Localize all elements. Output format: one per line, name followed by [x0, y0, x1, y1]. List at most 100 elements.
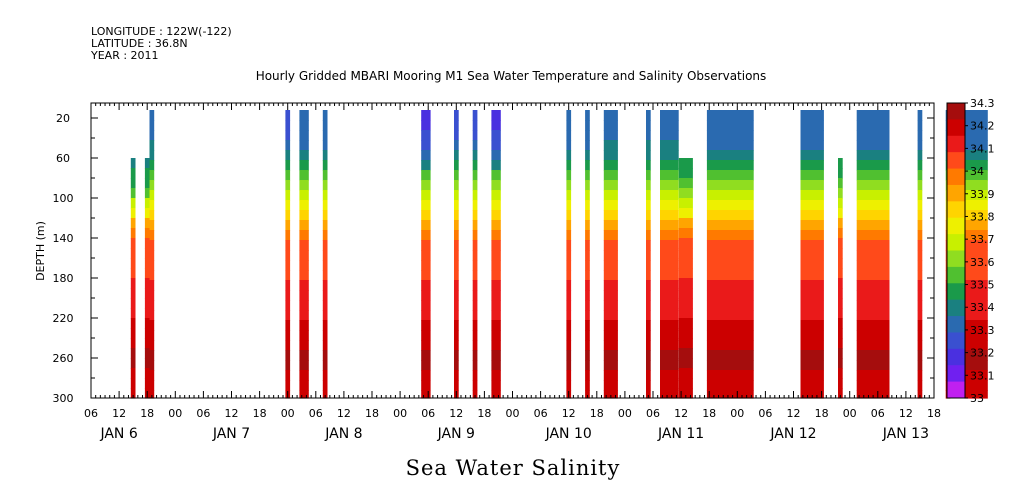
salinity-cell	[322, 140, 328, 151]
salinity-cell	[964, 320, 988, 331]
salinity-cell	[285, 310, 291, 321]
x-day-label: JAN 9	[437, 426, 475, 442]
salinity-cell	[706, 190, 754, 201]
salinity-cell	[491, 340, 501, 351]
salinity-cell	[144, 168, 150, 179]
salinity-cell	[299, 360, 309, 371]
salinity-cell	[678, 328, 693, 339]
salinity-cell	[838, 248, 843, 259]
salinity-cell	[856, 300, 890, 311]
salinity-cell	[491, 350, 501, 361]
salinity-cell	[646, 230, 651, 241]
salinity-cell	[322, 170, 328, 181]
salinity-cell	[678, 378, 693, 389]
salinity-cell	[285, 280, 291, 291]
salinity-cell	[454, 260, 459, 271]
y-tick-label: 100	[53, 192, 74, 205]
colorbar-swatch	[947, 119, 965, 137]
salinity-cell	[706, 250, 754, 261]
salinity-cell	[421, 240, 431, 251]
salinity-cell	[917, 310, 923, 321]
salinity-cell	[472, 280, 478, 291]
salinity-cell	[421, 320, 431, 331]
salinity-cell	[964, 350, 988, 361]
y-axis-label: DEPTH (m)	[34, 221, 47, 281]
x-hour-label: 06	[758, 407, 772, 420]
x-hour-label: 06	[196, 407, 210, 420]
salinity-cell	[454, 120, 459, 131]
salinity-cell	[144, 288, 150, 299]
salinity-cell	[603, 350, 618, 361]
salinity-cell	[130, 338, 136, 349]
salinity-cell	[130, 228, 136, 239]
salinity-cell	[603, 370, 618, 381]
salinity-cell	[421, 150, 431, 161]
salinity-cell	[838, 308, 843, 319]
salinity-cell	[800, 250, 824, 261]
salinity-cell	[856, 210, 890, 221]
salinity-cell	[660, 330, 679, 341]
salinity-cell	[285, 290, 291, 301]
salinity-cell	[646, 140, 651, 151]
salinity-cell	[149, 260, 155, 271]
salinity-cell	[706, 210, 754, 221]
salinity-cell	[917, 170, 923, 181]
salinity-cell	[660, 190, 679, 201]
salinity-cell	[322, 200, 328, 211]
salinity-cell	[491, 200, 501, 211]
salinity-cell	[130, 298, 136, 309]
salinity-cell	[322, 220, 328, 231]
salinity-cell	[856, 130, 890, 141]
salinity-cell	[285, 340, 291, 351]
salinity-cell	[706, 270, 754, 281]
salinity-cell	[646, 310, 651, 321]
salinity-cell	[838, 198, 843, 209]
salinity-cell	[646, 270, 651, 281]
y-axis: 20 60 100 140 180 220 260 300	[53, 112, 934, 405]
salinity-cell	[964, 160, 988, 171]
salinity-cell	[800, 160, 824, 171]
salinity-cell	[421, 220, 431, 231]
salinity-cell	[299, 350, 309, 361]
salinity-cell	[838, 288, 843, 299]
salinity-cell	[800, 340, 824, 351]
salinity-cell	[917, 260, 923, 271]
salinity-cell	[706, 310, 754, 321]
salinity-cell	[678, 248, 693, 259]
salinity-cell	[660, 280, 679, 291]
salinity-cell	[603, 260, 618, 271]
salinity-cell	[856, 240, 890, 251]
salinity-cell	[838, 348, 843, 359]
x-day-label: JAN 12	[769, 426, 816, 442]
x-hour-label: 12	[112, 407, 126, 420]
x-day-label: JAN 11	[657, 426, 704, 442]
colorbar-swatch	[947, 103, 965, 120]
salinity-cell	[299, 270, 309, 281]
salinity-cell	[603, 170, 618, 181]
x-hour-label: 12	[674, 407, 688, 420]
salinity-cell	[678, 358, 693, 369]
salinity-cell	[706, 130, 754, 141]
colorbar-label: 33.3	[970, 324, 995, 337]
salinity-cell	[660, 380, 679, 391]
salinity-cell	[660, 240, 679, 251]
salinity-cell	[454, 130, 459, 141]
salinity-cell	[491, 320, 501, 331]
salinity-cell	[566, 350, 572, 361]
salinity-cell	[472, 310, 478, 321]
salinity-cell	[646, 220, 651, 231]
salinity-cell	[856, 160, 890, 171]
y-tick-label: 260	[53, 352, 74, 365]
salinity-cell	[856, 200, 890, 211]
salinity-cell	[678, 218, 693, 229]
colorbar-label: 33.9	[970, 188, 995, 201]
salinity-cell	[660, 320, 679, 331]
salinity-cell	[678, 208, 693, 219]
salinity-cell	[706, 360, 754, 371]
colorbar-swatch	[947, 283, 965, 301]
salinity-cell	[491, 190, 501, 201]
salinity-cell	[800, 170, 824, 181]
salinity-cell	[322, 110, 328, 121]
salinity-cell	[603, 140, 618, 151]
salinity-cell	[585, 130, 590, 141]
